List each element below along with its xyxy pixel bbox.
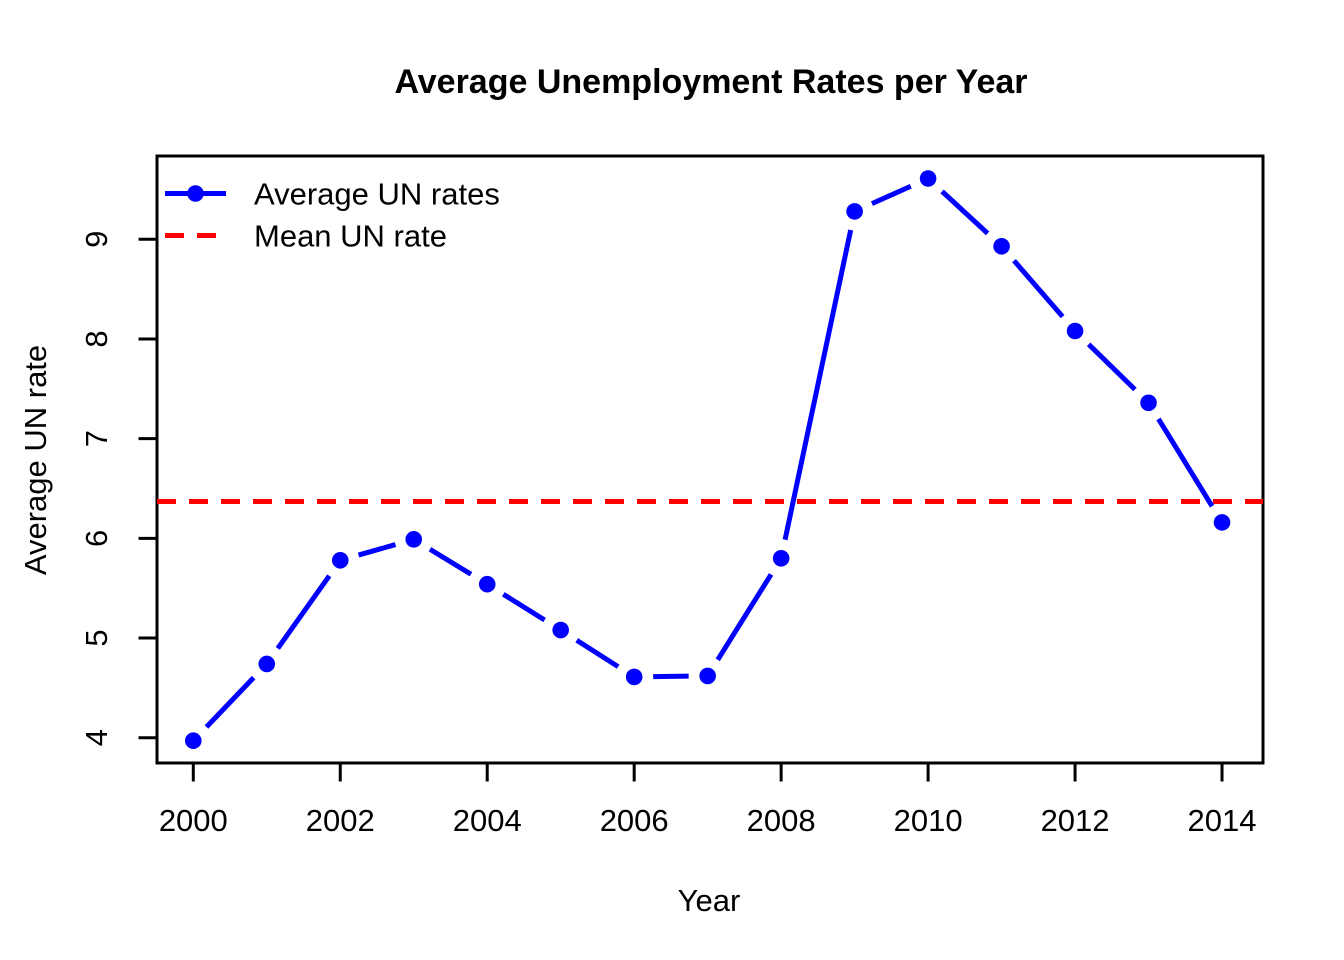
chart-title: Average Unemployment Rates per Year — [394, 63, 1027, 101]
series-segment — [428, 547, 473, 577]
y-tick-label: 5 — [79, 629, 114, 646]
series-segment — [940, 189, 990, 236]
x-tick-label: 2012 — [1041, 803, 1110, 838]
series-segment — [275, 574, 332, 650]
data-series — [157, 170, 1263, 749]
data-point-marker — [919, 170, 937, 187]
legend: Average UN rates Mean UN rate — [165, 177, 500, 254]
y-tick-label: 6 — [79, 530, 114, 547]
x-tick-label: 2002 — [306, 803, 375, 838]
series-segment — [782, 229, 854, 541]
x-tick-label: 2006 — [600, 803, 669, 838]
x-tick-label: 2004 — [453, 803, 522, 838]
y-tick-label: 8 — [79, 330, 114, 347]
series-segment — [502, 592, 546, 623]
y-tick-label: 9 — [79, 231, 114, 248]
data-point-marker — [993, 237, 1010, 255]
y-axis-label: Average UN rate — [18, 345, 53, 575]
data-point-marker — [772, 549, 790, 567]
data-point-marker — [699, 667, 716, 685]
data-point-marker — [405, 531, 423, 548]
data-point-marker — [331, 551, 349, 569]
series-segment — [870, 183, 912, 206]
x-tick-label: 2014 — [1188, 803, 1257, 838]
x-tick-label: 2008 — [747, 803, 816, 838]
data-point-marker — [258, 655, 276, 673]
data-point-marker — [1213, 514, 1231, 531]
data-point-marker — [185, 732, 202, 749]
series-segment — [357, 542, 397, 558]
legend-label-average-un-rates: Average UN rates — [254, 177, 500, 212]
legend-label-mean-un-rate: Mean UN rate — [254, 219, 447, 254]
series-segment — [1086, 342, 1137, 392]
series-segment — [575, 638, 620, 669]
x-tick-label: 2000 — [159, 803, 228, 838]
axes: 2000 2002 2004 2006 2008 2010 2012 2014 4 5 6 7 8 9 — [79, 154, 1265, 838]
data-point-marker — [478, 575, 496, 593]
data-point-marker — [1140, 394, 1157, 412]
series-segment — [1012, 258, 1065, 319]
data-point-marker — [1066, 322, 1084, 340]
data-point-marker — [625, 668, 643, 686]
series-segment — [715, 573, 774, 662]
legend-marker-icon — [187, 185, 204, 202]
series-segment — [1156, 417, 1215, 508]
data-point-marker — [552, 621, 569, 639]
series-segment — [204, 675, 256, 729]
y-tick-label: 4 — [79, 729, 114, 746]
x-axis-label: Year — [678, 883, 741, 918]
data-point-marker — [846, 203, 863, 220]
y-tick-label: 7 — [79, 430, 114, 447]
x-tick-label: 2010 — [894, 803, 963, 838]
